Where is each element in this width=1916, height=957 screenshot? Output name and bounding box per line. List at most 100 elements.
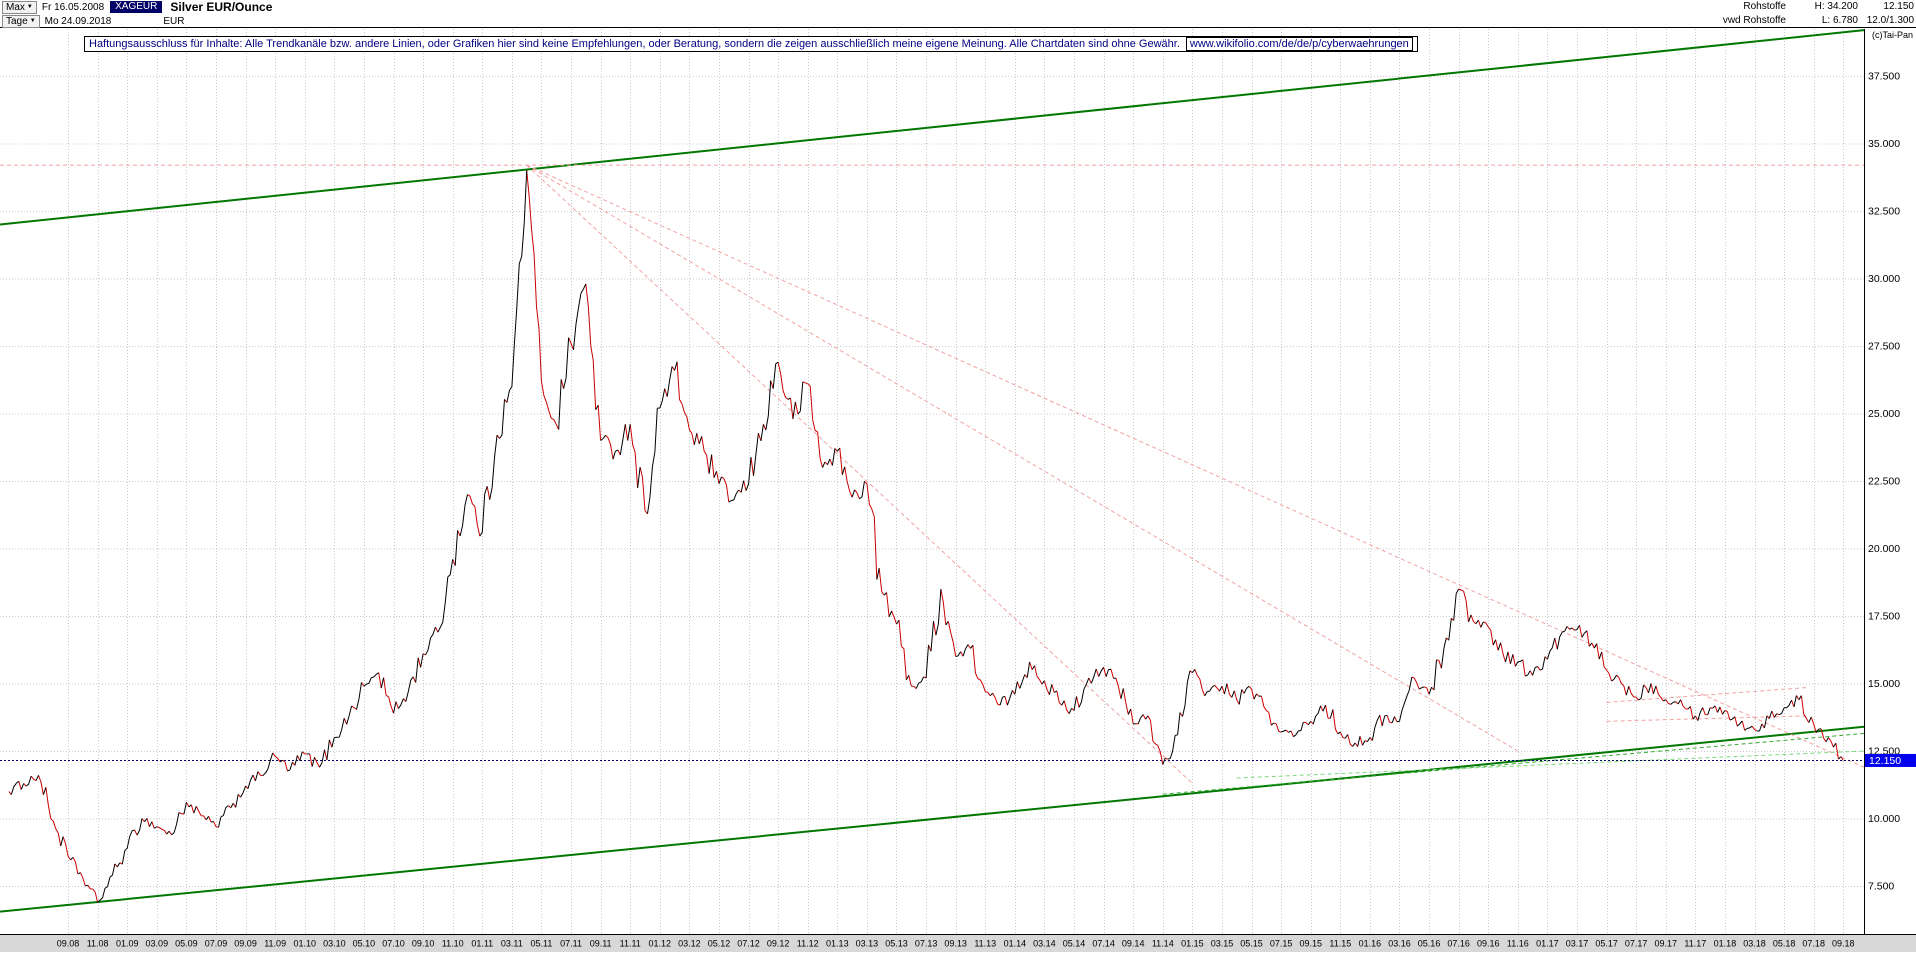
x-axis-label: 05.16 xyxy=(1418,939,1441,949)
trendline-red-fan-middle xyxy=(526,164,1519,752)
current-price-tag: 12.150 xyxy=(1865,753,1916,767)
x-axis-label: 11.11 xyxy=(620,939,641,949)
current-price-tag-label: 12.150 xyxy=(1869,755,1901,767)
x-axis-label: 03.10 xyxy=(323,939,346,949)
y-axis-label: 35.000 xyxy=(1868,138,1900,150)
x-axis-label: 03.14 xyxy=(1033,939,1056,949)
x-axis: 09.08 11.08 01.09 03.09 05.09 07.09 09.09 11.09… xyxy=(57,939,1855,949)
chevron-down-icon: ▼ xyxy=(26,4,33,10)
x-axis-label: 01.11 xyxy=(471,939,493,949)
y-axis-label: 30.000 xyxy=(1868,273,1900,285)
y-axis-label: 15.000 xyxy=(1868,678,1900,690)
x-axis-label: 07.17 xyxy=(1625,939,1648,949)
y-axis-label: 25.000 xyxy=(1868,408,1900,420)
x-axis-label: 07.18 xyxy=(1802,939,1825,949)
disclaimer: Haftungsausschluss für Inhalte: Alle Tre… xyxy=(84,36,1418,52)
trendline-green-support-2 xyxy=(1236,750,1864,779)
category-label: Rohstoffe xyxy=(1743,1,1786,13)
x-axis-label: 11.14 xyxy=(1152,939,1174,949)
trendline-red-resistance-1 xyxy=(1606,687,1807,703)
x-axis-label: 07.13 xyxy=(915,939,938,949)
x-axis-label: 05.09 xyxy=(175,939,198,949)
x-axis-label: 03.16 xyxy=(1388,939,1411,949)
x-axis-label: 03.17 xyxy=(1566,939,1589,949)
x-axis-label: 01.13 xyxy=(826,939,849,949)
high-label: H: 34.200 xyxy=(1814,1,1858,13)
price-series-up xyxy=(10,170,1842,903)
x-axis-label: 01.17 xyxy=(1536,939,1559,949)
last-price-readout: 12.150 xyxy=(1883,1,1914,13)
y-axis-label: 10.000 xyxy=(1868,813,1900,825)
trendline-red-fan-steep xyxy=(526,164,1193,784)
chart-canvas[interactable]: 37.500 35.000 32.500 30.000 27.500 25.000 22.5… xyxy=(0,29,1916,952)
y-axis-label: 37.500 xyxy=(1868,71,1900,83)
price-series-down xyxy=(8,170,1844,903)
page-title: Silver EUR/Ounce xyxy=(170,0,273,14)
x-axis-label: 03.18 xyxy=(1743,939,1766,949)
x-axis-label: 05.14 xyxy=(1063,939,1086,949)
x-axis-label: 11.10 xyxy=(442,939,464,949)
disclaimer-text: Haftungsausschluss für Inhalte: Alle Tre… xyxy=(89,38,1180,50)
x-axis-label: 07.10 xyxy=(382,939,405,949)
x-axis-label: 03.09 xyxy=(146,939,169,949)
x-axis-label: 09.16 xyxy=(1477,939,1500,949)
currency-label: EUR xyxy=(163,15,185,27)
x-axis-label: 11.09 xyxy=(264,939,286,949)
chart-area: Haftungsausschluss für Inhalte: Alle Tre… xyxy=(0,29,1916,952)
x-axis-label: 09.12 xyxy=(767,939,790,949)
trendline-red-resistance-2 xyxy=(1606,715,1807,722)
header: Max ▼ Fr 16.05.2008 XAGEUR Silver EUR/Ou… xyxy=(0,0,1916,28)
symbol-field[interactable]: XAGEUR xyxy=(110,1,163,13)
start-date: Fr 16.05.2008 xyxy=(41,1,105,13)
trendline-green-support-1 xyxy=(1162,732,1864,795)
x-axis-label: 07.15 xyxy=(1270,939,1293,949)
x-axis-label: 09.17 xyxy=(1654,939,1677,949)
x-axis-label: 01.14 xyxy=(1004,939,1027,949)
x-axis-label: 11.15 xyxy=(1329,939,1351,949)
x-axis-label: 01.10 xyxy=(293,939,316,949)
x-axis-label: 05.18 xyxy=(1773,939,1796,949)
period-dropdown-label: Tage xyxy=(6,15,28,27)
x-axis-label: 09.14 xyxy=(1122,939,1145,949)
end-date: Mo 24.09.2018 xyxy=(44,15,112,27)
y-axis-label: 20.000 xyxy=(1868,543,1900,555)
y-axis-label: 27.500 xyxy=(1868,341,1900,353)
x-axis-label: 09.09 xyxy=(234,939,257,949)
range-dropdown-label: Max xyxy=(6,1,25,13)
x-axis-label: 03.11 xyxy=(501,939,523,949)
x-axis-label: 07.12 xyxy=(737,939,760,949)
x-axis-label: 07.16 xyxy=(1447,939,1470,949)
x-axis-label: 05.11 xyxy=(531,939,553,949)
x-axis-label: 03.12 xyxy=(678,939,701,949)
trendlines xyxy=(0,29,1864,913)
axis-frame xyxy=(0,29,1916,952)
x-axis-label: 11.08 xyxy=(87,939,109,949)
source-label: vwd Rohstoffe xyxy=(1722,14,1786,26)
x-axis-label: 09.11 xyxy=(590,939,612,949)
x-axis-label: 01.16 xyxy=(1359,939,1382,949)
trendline-upper-green-channel xyxy=(0,29,1864,226)
chevron-down-icon: ▼ xyxy=(29,18,36,24)
y-axis-label: 32.500 xyxy=(1868,206,1900,218)
low-label: L: 6.780 xyxy=(1821,14,1858,26)
x-axis-label: 05.12 xyxy=(708,939,731,949)
x-axis-label: 07.11 xyxy=(560,939,582,949)
x-axis-label: 05.13 xyxy=(885,939,908,949)
x-axis-label: 01.12 xyxy=(649,939,672,949)
change-readout: 12.0/1.300 xyxy=(1866,14,1914,26)
x-axis-label: 09.18 xyxy=(1832,939,1855,949)
x-axis-label: 05.10 xyxy=(353,939,376,949)
y-axis: 37.500 35.000 32.500 30.000 27.500 25.000 22.5… xyxy=(1868,71,1900,893)
trendline-lower-green-channel xyxy=(0,725,1864,913)
disclaimer-url: www.wikifolio.com/de/de/p/cyberwaehrunge… xyxy=(1185,37,1413,51)
range-dropdown[interactable]: Max ▼ xyxy=(2,0,37,14)
y-axis-label: 17.500 xyxy=(1868,611,1900,623)
x-axis-label: 11.17 xyxy=(1684,939,1706,949)
x-axis-label: 11.12 xyxy=(797,939,819,949)
tai-pan-watermark: (c)Tai-Pan xyxy=(1871,30,1913,40)
x-axis-label: 11.16 xyxy=(1507,939,1529,949)
x-axis-label: 09.10 xyxy=(412,939,435,949)
trendline-red-fan-shallow xyxy=(526,164,1864,768)
period-dropdown[interactable]: Tage ▼ xyxy=(2,14,40,28)
